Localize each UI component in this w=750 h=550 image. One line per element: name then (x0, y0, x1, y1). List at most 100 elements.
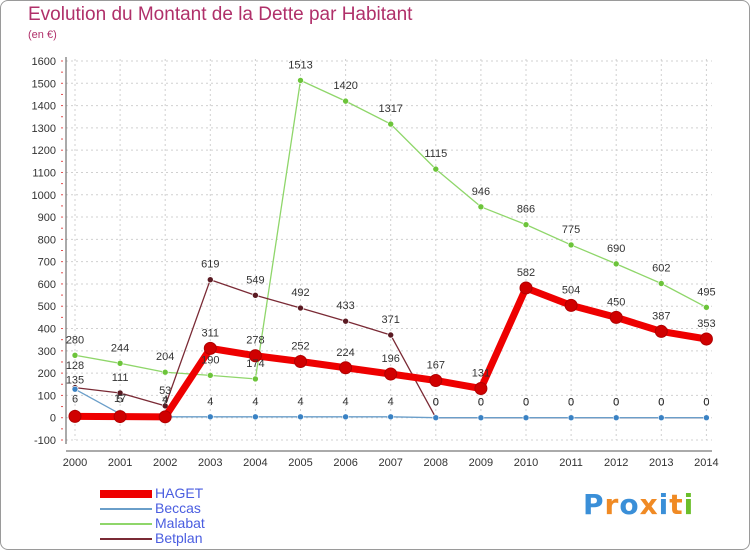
data-point (71, 351, 79, 359)
x-tick-label: 2013 (649, 457, 673, 469)
data-point (384, 367, 398, 381)
data-label: 946 (472, 186, 490, 198)
x-tick-label: 2006 (333, 457, 357, 469)
data-point (297, 304, 304, 312)
data-point (703, 414, 710, 422)
data-label: 0 (703, 397, 709, 409)
data-label: 371 (382, 314, 400, 326)
data-label: 582 (517, 267, 535, 279)
x-tick-label: 2010 (514, 457, 538, 469)
y-tick-label: 1400 (32, 101, 56, 113)
data-label: 131 (472, 368, 490, 380)
data-label: 4 (252, 396, 258, 408)
x-tick-label: 2008 (424, 457, 448, 469)
data-label: 1420 (333, 80, 357, 92)
legend-swatch-beccas (100, 508, 152, 510)
x-tick-label: 2011 (559, 457, 583, 469)
data-label: 280 (66, 334, 84, 346)
x-tick-label: 2014 (694, 457, 718, 469)
data-point (429, 373, 443, 387)
data-label: 775 (562, 224, 580, 236)
data-point (294, 355, 307, 369)
data-label: 17 (114, 393, 126, 405)
logo-letter: t (669, 488, 684, 521)
y-tick-label: 900 (38, 212, 56, 224)
legend-swatch-betplan (100, 538, 152, 540)
data-point (203, 341, 217, 355)
data-point (116, 389, 124, 397)
data-point (609, 310, 623, 324)
data-label: 619 (201, 259, 219, 271)
data-point (432, 165, 440, 173)
data-label: 190 (201, 354, 219, 366)
logo-letter: P (583, 488, 605, 521)
data-label: 5 (117, 394, 123, 406)
data-point (116, 360, 124, 367)
data-label: 0 (478, 397, 484, 409)
y-tick-label: 800 (38, 234, 56, 246)
data-label: 6 (72, 393, 78, 405)
y-tick-label: 400 (38, 324, 56, 336)
data-label: 135 (66, 375, 84, 387)
data-point (567, 414, 575, 422)
y-tick-label: -100 (34, 435, 56, 447)
data-label: 252 (291, 341, 309, 353)
y-tick-label: 1200 (32, 145, 56, 157)
logo-letter: r (604, 488, 620, 521)
y-tick-label: 200 (38, 368, 56, 380)
x-tick-label: 2004 (243, 457, 267, 469)
data-point (297, 77, 304, 84)
data-label: 690 (607, 243, 625, 255)
data-label: 0 (568, 397, 574, 409)
data-point (207, 413, 214, 421)
legend-swatch-haget (100, 490, 152, 498)
data-point (612, 260, 620, 268)
data-point (522, 414, 530, 422)
data-label: 1115 (424, 148, 447, 160)
data-point (522, 221, 530, 228)
data-label: 450 (607, 296, 625, 308)
data-point (519, 281, 533, 295)
data-point (342, 97, 349, 105)
legend-swatch-malabat (100, 523, 152, 525)
data-point (113, 410, 127, 424)
y-tick-label: 1300 (32, 123, 56, 135)
data-point (654, 324, 668, 338)
data-point (699, 332, 713, 346)
data-point (474, 382, 488, 396)
data-point (71, 385, 79, 393)
data-label: 244 (111, 342, 129, 354)
legend-label-betplan: Betplan (155, 530, 203, 546)
data-point (657, 414, 665, 422)
data-point (703, 304, 710, 311)
data-point (207, 372, 214, 379)
data-label: 504 (562, 284, 580, 296)
chart-subtitle: (en €) (28, 29, 57, 41)
legend-label-malabat: Malabat (155, 515, 205, 531)
data-label: 278 (246, 335, 264, 347)
data-label: 353 (697, 318, 715, 330)
data-point (161, 368, 169, 376)
data-point (161, 402, 169, 410)
data-label: 4 (162, 394, 168, 406)
data-label: 866 (517, 204, 535, 216)
data-label: 224 (336, 347, 354, 359)
y-tick-label: 100 (38, 390, 56, 402)
y-tick-label: 1600 (32, 56, 56, 68)
data-point (477, 414, 485, 422)
data-label: 0 (658, 397, 664, 409)
data-point (158, 410, 172, 424)
data-label: 53 (159, 385, 171, 397)
data-point (342, 413, 349, 421)
data-point (342, 317, 349, 325)
data-label: 0 (613, 397, 619, 409)
data-point (297, 413, 304, 421)
legend-label-beccas: Beccas (155, 500, 201, 516)
data-label: 549 (246, 274, 264, 286)
data-label: 0 (433, 397, 439, 409)
data-label: 4 (388, 396, 394, 408)
data-point (68, 409, 82, 423)
data-point (387, 331, 395, 339)
data-point (564, 298, 578, 312)
